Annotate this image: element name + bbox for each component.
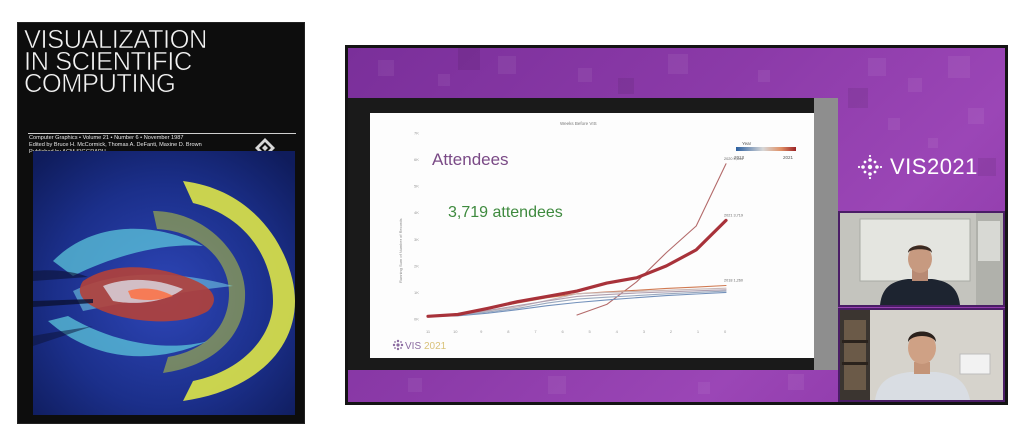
slide-frame: Weeks Before VIS Attendees 3,719 attende… <box>348 98 838 370</box>
webcam-feed-presenter-2 <box>838 308 1005 402</box>
slide-side-bar <box>814 98 838 370</box>
background-pattern <box>378 48 996 394</box>
x-tick-label: 10 <box>453 329 458 334</box>
cover-meta-line: Computer Graphics • Volume 21 • Number 6… <box>29 135 184 141</box>
cover-artwork <box>33 151 295 415</box>
video-player[interactable]: Weeks Before VIS Attendees 3,719 attende… <box>345 45 1008 405</box>
attendees-line-chart: Weeks Before VIS Attendees 3,719 attende… <box>392 121 796 352</box>
webcam-image <box>840 310 1003 400</box>
x-tick-label: 2 <box>670 329 673 334</box>
y-tick-label: 4K <box>414 210 419 215</box>
footer-logo-vis: VIS <box>405 341 421 352</box>
cover-title-line: IN SCIENTIFIC <box>24 48 193 76</box>
legend-color-scale <box>736 147 796 151</box>
series-line-2013 <box>427 291 727 317</box>
series-line-2021 <box>426 218 728 318</box>
webcam-image <box>840 213 1003 305</box>
chart-title: Attendees <box>432 150 509 169</box>
y-tick-label: 3K <box>414 237 419 242</box>
cover-title-line: VISUALIZATION <box>24 26 208 54</box>
x-tick-label: 8 <box>507 329 510 334</box>
y-tick-label: 2K <box>414 263 419 268</box>
x-tick-label: 9 <box>480 329 483 334</box>
magazine-cover: VISUALIZATION IN SCIENTIFIC COMPUTING Co… <box>17 22 305 424</box>
series-line-2020 <box>576 163 727 316</box>
y-tick-label: 7K <box>414 131 419 136</box>
x-tick-label: 11 <box>426 329 431 334</box>
cover-meta-line: Edited by Bruce H. McCormick, Thomas A. … <box>29 142 202 148</box>
webcam-feed-presenter-1 <box>838 211 1005 307</box>
y-axis-label: Running Sum of Number of Records <box>398 219 403 283</box>
footer-logo-year: 2021 <box>424 341 447 352</box>
series-end-label-2020: 2020 5,844 <box>724 157 743 161</box>
presentation-slide: Weeks Before VIS Attendees 3,719 attende… <box>370 113 814 358</box>
y-tick-label: 5K <box>414 184 419 189</box>
legend-title: Year <box>742 141 752 146</box>
vis2021-logo: VIS2021 <box>856 153 978 181</box>
vis2021-logo-text: VIS2021 <box>890 154 978 179</box>
vis-star-icon <box>857 154 883 180</box>
presentation-stage: Weeks Before VIS Attendees 3,719 attende… <box>348 48 1005 402</box>
slide-header: Weeks Before VIS <box>560 121 597 126</box>
x-tick-label: 7 <box>534 329 537 334</box>
y-tick-label: 1K <box>414 290 419 295</box>
series-line-2016 <box>427 290 727 317</box>
legend-min: 2013 <box>734 155 745 160</box>
highlight-text: 3,719 attendees <box>448 204 563 221</box>
series-end-label-2021: 2021 3,719 <box>724 213 743 217</box>
vis-star-icon <box>392 339 404 351</box>
x-tick-label: 5 <box>589 329 592 334</box>
y-tick-label: 0K <box>414 317 419 322</box>
legend-max: 2021 <box>783 155 794 160</box>
x-tick-label: 0 <box>724 329 727 334</box>
x-tick-label: 4 <box>616 329 619 334</box>
x-tick-label: 6 <box>561 329 564 334</box>
x-tick-label: 1 <box>697 329 700 334</box>
cover-title-line: COMPUTING <box>24 70 176 98</box>
y-tick-label: 6K <box>414 157 419 162</box>
series-end-label-2018: 2018 1,260 <box>724 279 743 283</box>
cover-title: VISUALIZATION IN SCIENTIFIC COMPUTING <box>24 26 304 98</box>
cover-divider <box>28 133 296 134</box>
slide-footer-logo: VIS 2021 <box>392 339 447 352</box>
x-tick-label: 3 <box>643 329 646 334</box>
